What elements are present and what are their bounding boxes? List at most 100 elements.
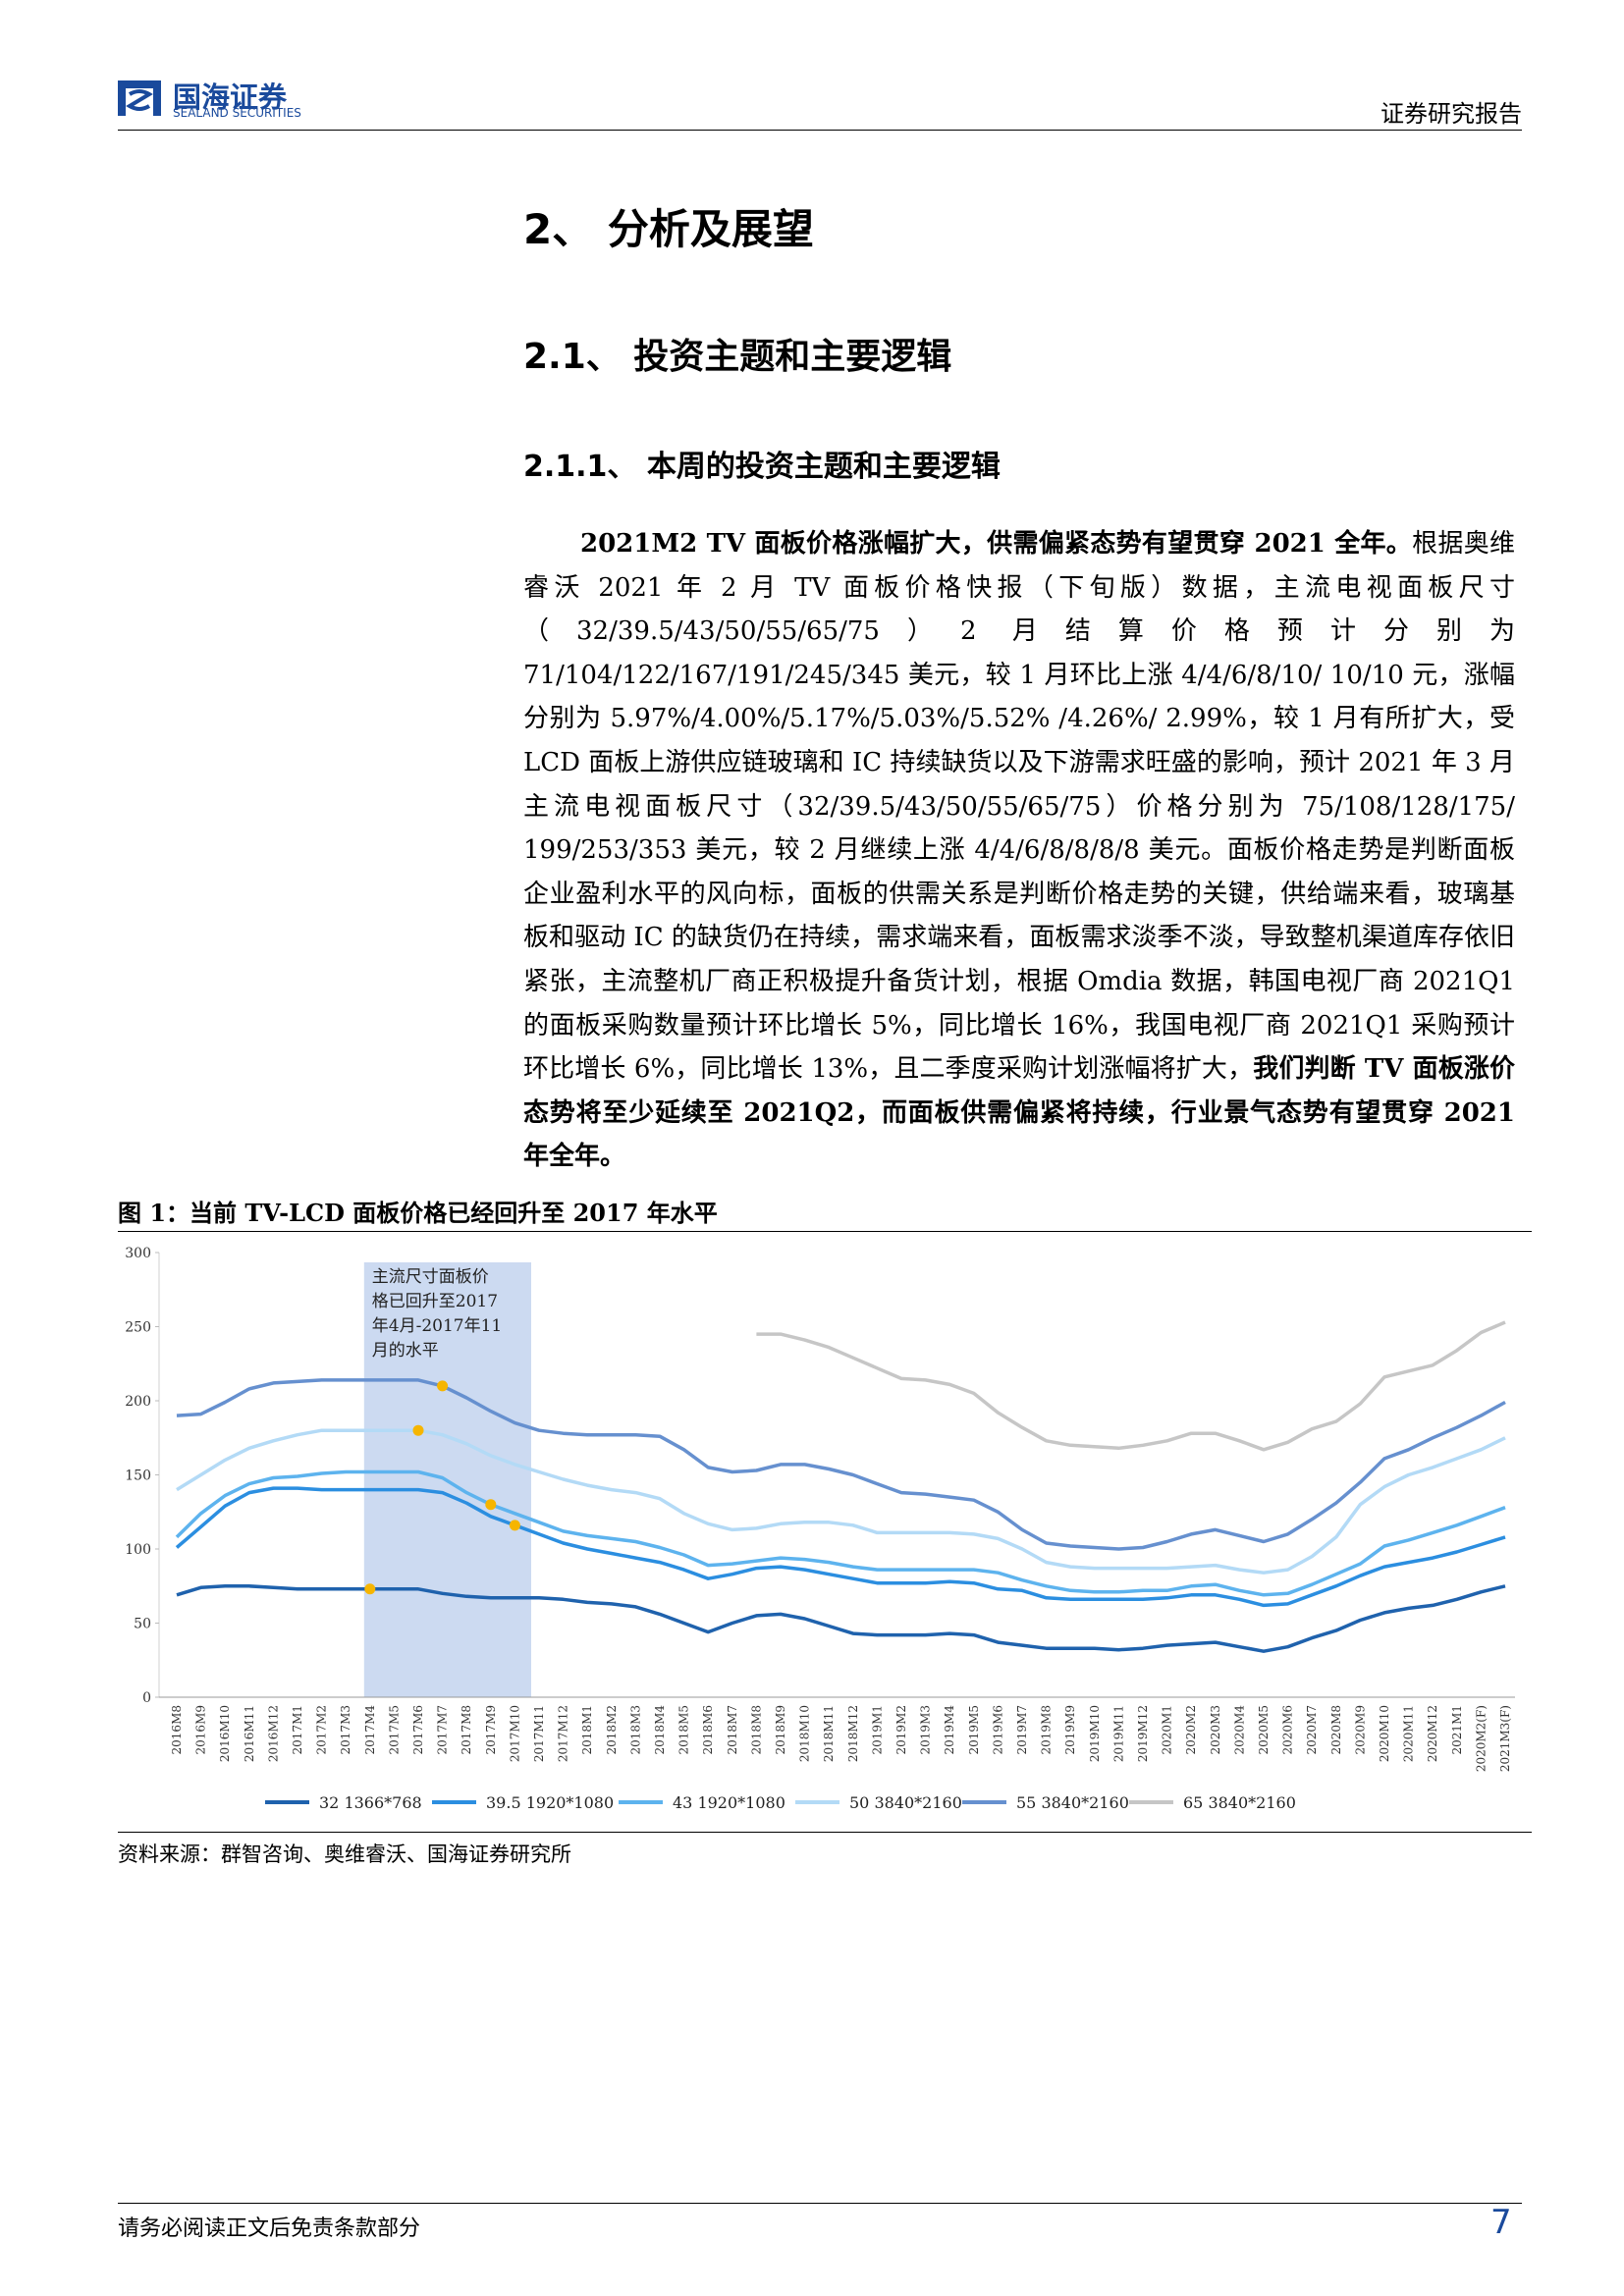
highlight-dot bbox=[485, 1499, 497, 1511]
legend-label: 65 3840*2160 bbox=[1183, 1793, 1296, 1812]
x-tick-label: 2017M6 bbox=[411, 1705, 425, 1754]
y-tick-label: 100 bbox=[125, 1542, 151, 1558]
bold-conclusion: 我们判断 TV 面板涨价态势将至少延续至 2021Q2，而面板供需偏紧将持续，行… bbox=[523, 1054, 1515, 1172]
figure-title: 图 1：当前 TV-LCD 面板价格已经回升至 2017 年水平 bbox=[118, 1199, 718, 1227]
x-tick-label: 2017M5 bbox=[387, 1705, 401, 1754]
y-tick-label: 0 bbox=[142, 1690, 151, 1706]
x-tick-label: 2019M4 bbox=[943, 1705, 956, 1755]
x-tick-label: 2019M9 bbox=[1063, 1705, 1077, 1754]
series-line bbox=[176, 1378, 1506, 1551]
x-tick-label: 2020M6 bbox=[1281, 1705, 1295, 1754]
y-tick-label: 150 bbox=[125, 1468, 151, 1484]
logo-icon bbox=[118, 80, 161, 116]
x-tick-label: 2020M12 bbox=[1426, 1705, 1439, 1762]
x-tick-label: 2017M7 bbox=[436, 1705, 450, 1754]
x-tick-label: 2017M3 bbox=[339, 1705, 352, 1754]
x-tick-label: 2020M8 bbox=[1329, 1705, 1343, 1754]
x-tick-label: 2018M12 bbox=[846, 1705, 860, 1762]
x-tick-label: 2019M12 bbox=[1136, 1705, 1150, 1762]
legend-label: 39.5 1920*1080 bbox=[486, 1793, 614, 1812]
x-tick-label: 2020M2(F) bbox=[1474, 1705, 1488, 1772]
annotation-text: 主流尺寸面板价 bbox=[372, 1267, 489, 1287]
legend-label: 55 3840*2160 bbox=[1016, 1793, 1129, 1812]
brand: 国海证券 bbox=[173, 80, 288, 114]
legend-label: 32 1366*768 bbox=[319, 1793, 422, 1812]
series-line bbox=[175, 1469, 1506, 1597]
header-rule bbox=[118, 130, 1522, 131]
x-tick-label: 2016M9 bbox=[194, 1705, 208, 1754]
x-tick-label: 2017M1 bbox=[291, 1705, 304, 1754]
footer-rule bbox=[118, 2203, 1522, 2204]
x-tick-label: 2017M12 bbox=[557, 1705, 570, 1762]
x-tick-label: 2017M9 bbox=[484, 1705, 498, 1754]
series-line bbox=[175, 1486, 1506, 1608]
x-tick-label: 2018M3 bbox=[628, 1705, 642, 1754]
x-tick-label: 2018M2 bbox=[605, 1705, 619, 1754]
x-tick-label: 2020M11 bbox=[1402, 1705, 1416, 1762]
x-tick-label: 2019M5 bbox=[967, 1705, 981, 1754]
x-tick-label: 2018M11 bbox=[822, 1705, 836, 1762]
report-type: 证券研究报告 bbox=[1380, 100, 1522, 128]
body-text: 根据奥维睿沃 2021 年 2 月 TV 面板价格快报（下旬版）数据，主流电视面… bbox=[523, 529, 1515, 1085]
x-tick-label: 2019M10 bbox=[1088, 1705, 1102, 1762]
x-tick-label: 2021M1 bbox=[1450, 1705, 1464, 1754]
figure-bottom-rule bbox=[118, 1832, 1532, 1833]
x-tick-label: 2019M3 bbox=[919, 1705, 933, 1754]
annotation-text: 年4月-2017年11 bbox=[372, 1316, 502, 1336]
x-tick-label: 2020M4 bbox=[1232, 1705, 1246, 1755]
y-tick-label: 250 bbox=[125, 1320, 151, 1336]
x-tick-label: 2020M2 bbox=[1184, 1705, 1198, 1754]
x-tick-label: 2016M8 bbox=[170, 1705, 184, 1754]
x-tick-label: 2016M10 bbox=[218, 1705, 232, 1762]
x-tick-label: 2018M10 bbox=[798, 1705, 812, 1762]
series-line bbox=[756, 1320, 1506, 1452]
heading-1: 2、 分析及展望 bbox=[523, 205, 814, 253]
y-tick-label: 300 bbox=[125, 1246, 151, 1261]
highlight-dot bbox=[364, 1583, 376, 1595]
x-tick-label: 2019M8 bbox=[1040, 1705, 1054, 1754]
x-tick-label: 2017M10 bbox=[508, 1705, 521, 1762]
y-tick-label: 200 bbox=[125, 1394, 151, 1410]
x-tick-label: 2020M5 bbox=[1257, 1705, 1271, 1754]
series-line bbox=[176, 1584, 1506, 1653]
x-tick-label: 2020M10 bbox=[1378, 1705, 1391, 1762]
heading-3: 2.1.1、 本周的投资主题和主要逻辑 bbox=[523, 450, 1001, 484]
page-number: 7 bbox=[1490, 2203, 1512, 2242]
x-tick-label: 2019M7 bbox=[1015, 1705, 1029, 1754]
x-tick-label: 2018M4 bbox=[653, 1705, 667, 1755]
x-tick-label: 2018M1 bbox=[580, 1705, 594, 1754]
highlight-dot bbox=[509, 1520, 520, 1531]
x-tick-label: 2020M9 bbox=[1353, 1705, 1367, 1754]
x-tick-label: 2018M7 bbox=[726, 1705, 739, 1754]
legend-label: 43 1920*1080 bbox=[673, 1793, 785, 1812]
highlight-dot bbox=[437, 1380, 449, 1392]
x-tick-label: 2020M7 bbox=[1305, 1705, 1319, 1754]
x-tick-label: 2019M1 bbox=[870, 1705, 884, 1754]
figure-top-rule bbox=[118, 1231, 1532, 1232]
x-tick-label: 2017M4 bbox=[363, 1705, 377, 1755]
highlight-dot bbox=[412, 1424, 424, 1436]
x-tick-label: 2017M11 bbox=[532, 1705, 546, 1762]
y-tick-label: 50 bbox=[134, 1617, 151, 1632]
figure-source: 资料来源：群智咨询、奥维睿沃、国海证券研究所 bbox=[118, 1842, 571, 1866]
heading-2: 2.1、 投资主题和主要逻辑 bbox=[523, 337, 952, 377]
x-tick-label: 2017M8 bbox=[460, 1705, 473, 1754]
annotation-text: 格已回升至2017 bbox=[372, 1292, 498, 1311]
x-tick-label: 2019M11 bbox=[1111, 1705, 1125, 1762]
series-line bbox=[176, 1428, 1506, 1575]
legend-label: 50 3840*2160 bbox=[849, 1793, 962, 1812]
x-tick-label: 2018M8 bbox=[749, 1705, 763, 1754]
x-tick-label: 2017M2 bbox=[315, 1705, 329, 1754]
x-tick-label: 2018M5 bbox=[677, 1705, 691, 1754]
x-tick-label: 2021M3(F) bbox=[1498, 1705, 1512, 1772]
x-tick-label: 2019M2 bbox=[894, 1705, 908, 1754]
x-tick-label: 2018M9 bbox=[774, 1705, 787, 1754]
bold-lead: 2021M2 TV 面板价格涨幅扩大，供需偏紧态势有望贯穿 2021 全年。 bbox=[580, 529, 1413, 559]
x-tick-label: 2020M3 bbox=[1209, 1705, 1222, 1754]
paragraph: 2021M2 TV 面板价格涨幅扩大，供需偏紧态势有望贯穿 2021 全年。根据… bbox=[523, 522, 1515, 1179]
x-tick-label: 2019M6 bbox=[991, 1705, 1004, 1754]
x-tick-label: 2018M6 bbox=[701, 1705, 715, 1754]
x-tick-label: 2016M11 bbox=[243, 1705, 256, 1762]
